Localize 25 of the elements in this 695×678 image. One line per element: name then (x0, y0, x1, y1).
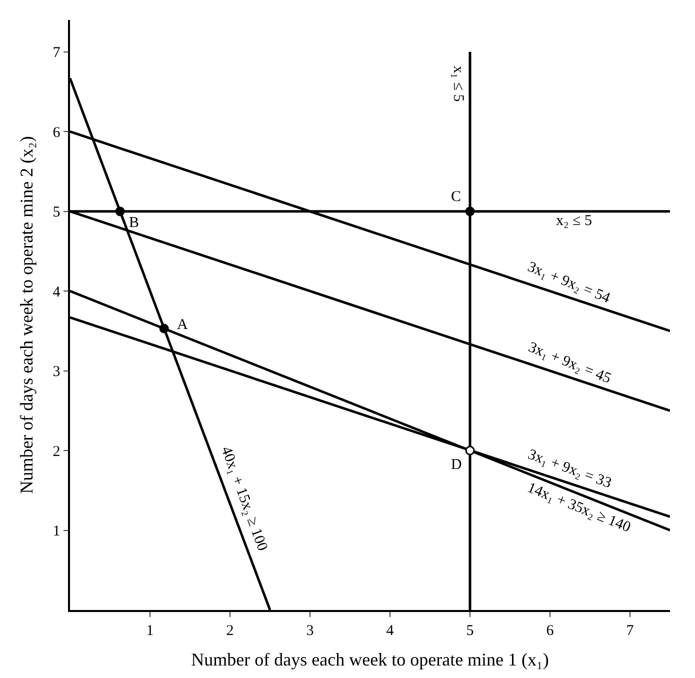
annotation: A (177, 317, 188, 333)
y-tick-label: 4 (52, 284, 61, 300)
annotation: 3x₁ + 9x₂ = 54 (525, 259, 613, 307)
y-axis-title: Number of days each week to operate mine 2 (x₂) (16, 136, 36, 494)
y-tick-label: 7 (52, 45, 61, 62)
x-tick-label: 5 (466, 622, 474, 639)
x-tick-label: 7 (626, 622, 634, 639)
x-tick-label: 6 (546, 622, 554, 639)
y-tick-label: 5 (52, 204, 60, 221)
y-tick-label: 1 (52, 524, 60, 540)
x-tick-label: 1 (146, 622, 154, 639)
annotation: B (129, 215, 140, 231)
annotation: x₂ ≤ 5 (556, 213, 592, 229)
x-tick-label: 2 (226, 622, 234, 639)
y-tick-label: 3 (52, 364, 60, 380)
y-tick-label: 2 (52, 444, 60, 460)
annotation: 3x₁ + 9x₂ = 45 (526, 339, 614, 388)
annotation: 40x₁ + 15x₂ ≥ 100 (218, 444, 270, 554)
x-tick-label: 4 (386, 622, 394, 639)
y-tick-label: 6 (52, 124, 61, 141)
annotation: D (451, 457, 462, 473)
x-axis-title: Number of days each week to operate mine 1 (x₁) (191, 649, 549, 670)
annotation: x₁ ≤ 5 (450, 66, 466, 102)
x-tick-label: 3 (306, 622, 314, 639)
annotation: C (451, 189, 462, 205)
